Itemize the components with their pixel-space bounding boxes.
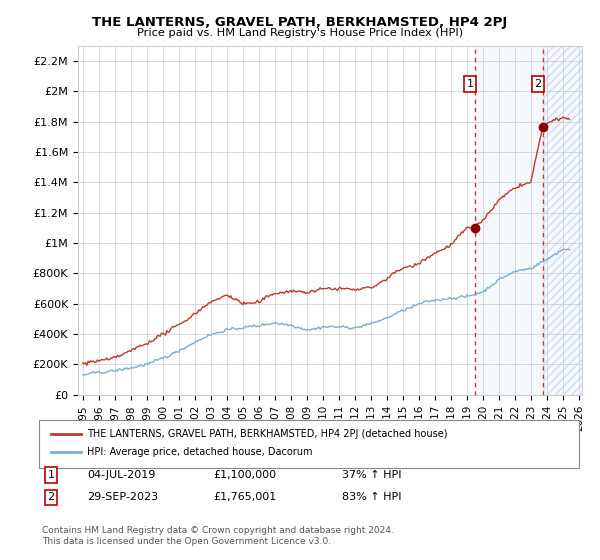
Text: £1,765,001: £1,765,001 <box>213 492 276 502</box>
Bar <box>543 46 582 395</box>
Text: Contains HM Land Registry data © Crown copyright and database right 2024.
This d: Contains HM Land Registry data © Crown c… <box>42 526 394 546</box>
Text: £1,100,000: £1,100,000 <box>213 470 276 480</box>
Text: 29-SEP-2023: 29-SEP-2023 <box>87 492 158 502</box>
Bar <box>543 46 582 395</box>
Text: 1: 1 <box>47 470 55 480</box>
Text: 2: 2 <box>535 79 542 89</box>
Text: Price paid vs. HM Land Registry's House Price Index (HPI): Price paid vs. HM Land Registry's House … <box>137 28 463 38</box>
Text: 2: 2 <box>47 492 55 502</box>
Text: 04-JUL-2019: 04-JUL-2019 <box>87 470 155 480</box>
Text: 37% ↑ HPI: 37% ↑ HPI <box>342 470 401 480</box>
Text: 1: 1 <box>467 79 473 89</box>
Bar <box>475 46 543 395</box>
Text: THE LANTERNS, GRAVEL PATH, BERKHAMSTED, HP4 2PJ (detached house): THE LANTERNS, GRAVEL PATH, BERKHAMSTED, … <box>87 429 448 439</box>
Text: 83% ↑ HPI: 83% ↑ HPI <box>342 492 401 502</box>
Text: HPI: Average price, detached house, Dacorum: HPI: Average price, detached house, Daco… <box>87 447 313 458</box>
Text: THE LANTERNS, GRAVEL PATH, BERKHAMSTED, HP4 2PJ: THE LANTERNS, GRAVEL PATH, BERKHAMSTED, … <box>92 16 508 29</box>
